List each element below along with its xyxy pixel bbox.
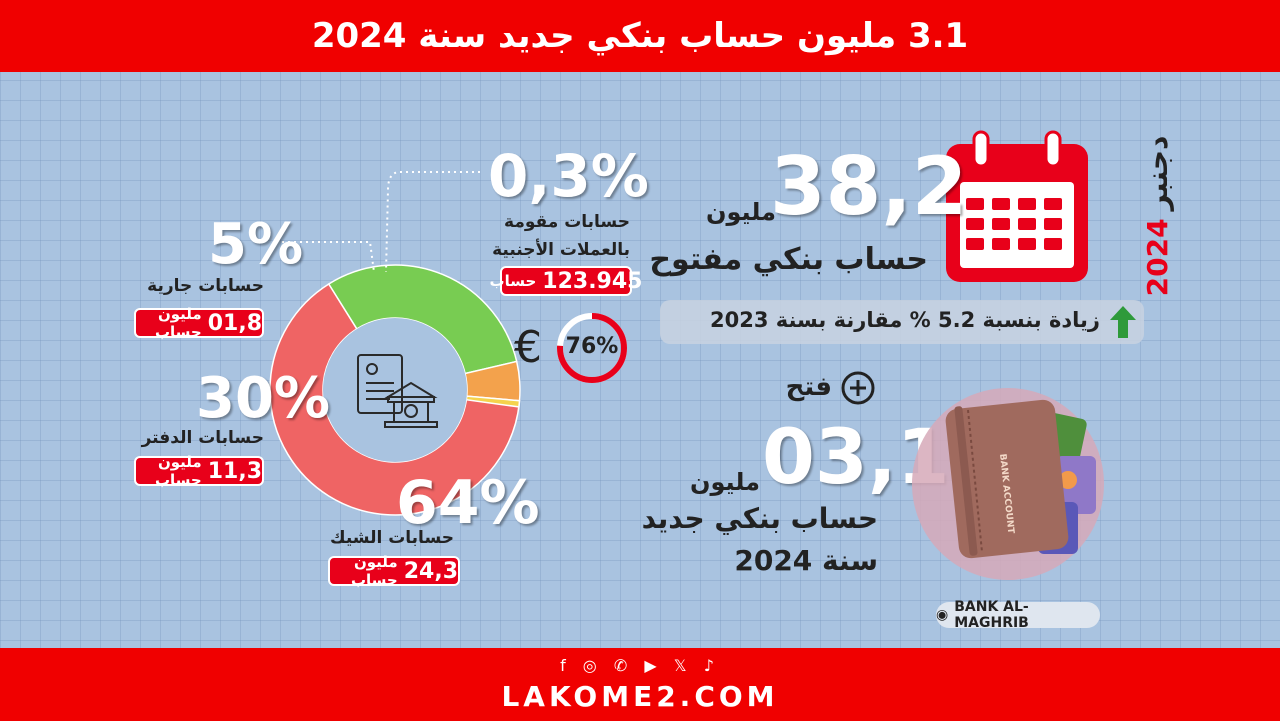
date-month: دجنبر bbox=[1140, 135, 1174, 211]
slice-percent-cheque: 64% bbox=[396, 468, 540, 538]
new-accounts-year: سنة 2024 bbox=[734, 544, 878, 577]
page-title: 3.1 مليون حساب بنكي جديد سنة 2024 bbox=[311, 16, 969, 56]
plus-circle-icon bbox=[841, 371, 875, 405]
label-connectors bbox=[276, 171, 480, 273]
donut-hole bbox=[323, 318, 467, 462]
slice-percent-current: 5% bbox=[208, 212, 304, 277]
source-text: BANK AL-MAGHRIB bbox=[954, 599, 1029, 631]
header-bar: 3.1 مليون حساب بنكي جديد سنة 2024 bbox=[0, 0, 1280, 72]
amount-badge-cheque: 24,3 مليون حساب bbox=[328, 553, 460, 589]
euro-icon: € bbox=[514, 322, 542, 373]
footer-bar: f ◎ ✆ ▶ 𝕏 ♪ LAKOME2.COM bbox=[0, 648, 1280, 721]
euro-share-ring bbox=[557, 313, 627, 383]
euro-share-value: 76% bbox=[565, 334, 619, 359]
amount-badge-foreign: 123.945 حساب bbox=[490, 266, 642, 296]
new-accounts-unit: مليون bbox=[690, 468, 760, 496]
total-accounts-label: حساب بنكي مفتوح bbox=[649, 242, 928, 277]
slice-percent-foreign: 0,3% bbox=[488, 142, 649, 210]
total-accounts-unit: مليون bbox=[706, 198, 776, 226]
total-accounts-number: 38,2 bbox=[770, 140, 968, 233]
date-year: 2024 bbox=[1140, 218, 1174, 297]
site-name[interactable]: LAKOME2.COM bbox=[501, 680, 779, 713]
slice-label-savings: حسابات الدفتر bbox=[141, 428, 264, 448]
new-accounts-label: حساب بنكي جديد bbox=[641, 502, 878, 535]
slice-percent-savings: 30% bbox=[196, 366, 331, 431]
slice-label-cheque: حسابات الشيك bbox=[330, 528, 454, 548]
amount-badge-savings: 11,3 مليون حساب bbox=[134, 453, 264, 489]
source-credit: ◉ BANK AL-MAGHRIB bbox=[936, 599, 1100, 631]
slice-label-current: حسابات جارية bbox=[147, 276, 264, 296]
increase-text: زيادة بنسبة 5.2 % مقارنة بسنة 2023 bbox=[709, 308, 1100, 332]
bank-documents-icon bbox=[357, 354, 438, 428]
report-date: 2024 دجنبر bbox=[1137, 136, 1177, 297]
amount-badge-current: 01,8 مليون حساب bbox=[134, 305, 264, 341]
social-icons[interactable]: f ◎ ✆ ▶ 𝕏 ♪ bbox=[560, 656, 720, 675]
increase-row: زيادة بنسبة 5.2 % مقارنة بسنة 2023 bbox=[660, 300, 1144, 344]
slice-label-foreign: حسابات مقومة بالعملات الأجنبية bbox=[492, 212, 630, 260]
globe-icon: ◉ bbox=[936, 607, 949, 623]
accounts-donut-chart bbox=[269, 264, 521, 516]
arrow-up-icon bbox=[1110, 306, 1136, 338]
wallet-illustration: BANK ACCOUNT bbox=[912, 388, 1104, 580]
calendar-icon bbox=[946, 130, 1088, 282]
opened-label: فتح bbox=[785, 372, 832, 402]
